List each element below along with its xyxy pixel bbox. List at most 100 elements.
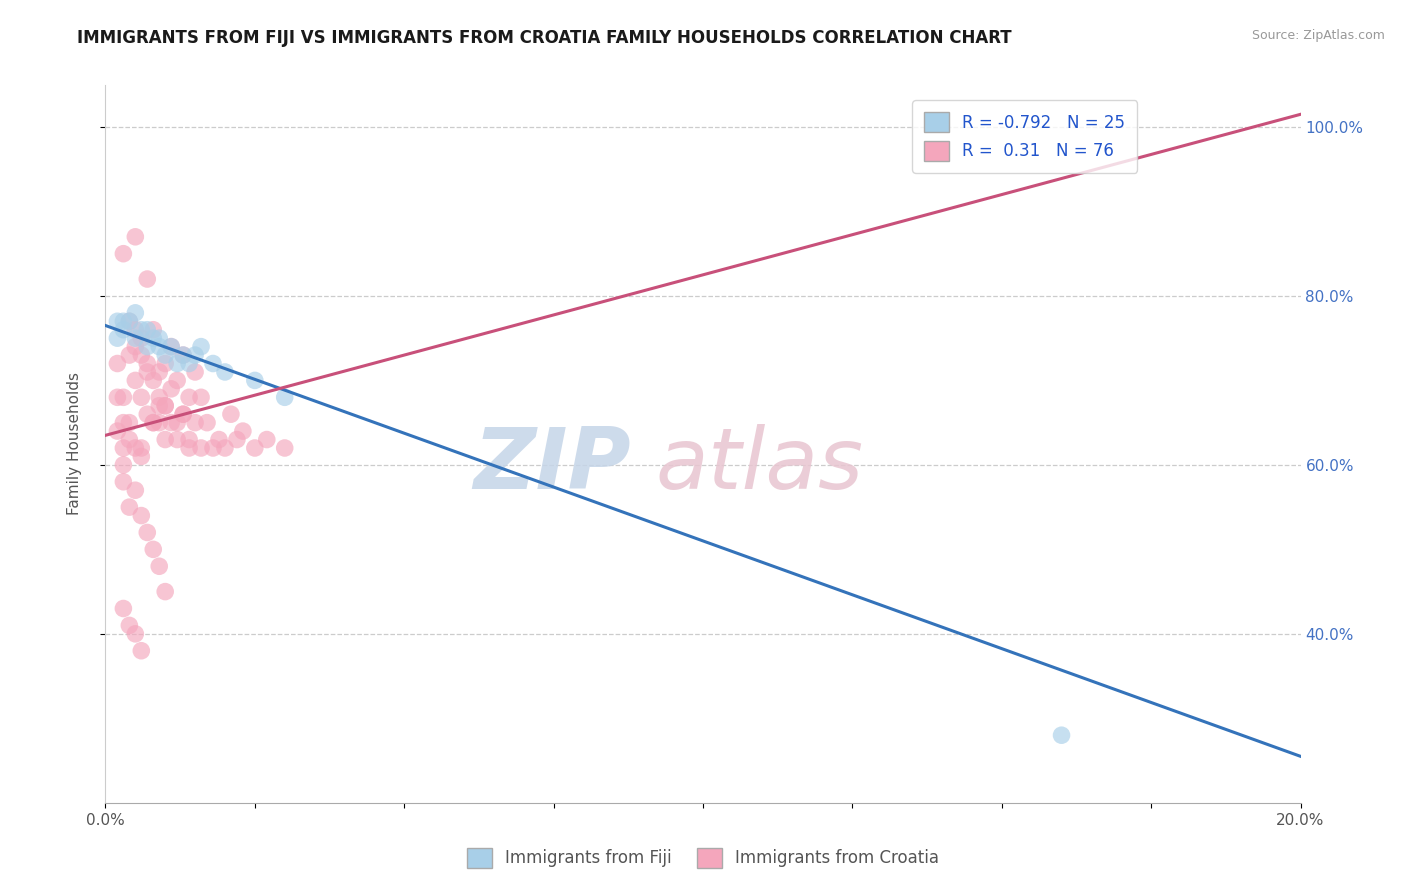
Point: [232, 424, 254, 438]
Point: [148, 365, 170, 379]
Point: [148, 390, 170, 404]
Point: [195, 416, 218, 430]
Point: [243, 441, 266, 455]
Point: [142, 542, 165, 557]
Point: [184, 348, 207, 362]
Point: [124, 483, 146, 498]
Point: [273, 441, 295, 455]
Point: [160, 340, 183, 354]
Point: [160, 416, 183, 430]
Point: [124, 340, 146, 354]
Point: [166, 416, 188, 430]
Point: [124, 331, 146, 345]
Point: [124, 441, 146, 455]
Point: [129, 323, 153, 337]
Point: [118, 416, 141, 430]
Point: [190, 441, 212, 455]
Point: [118, 500, 141, 515]
Point: [107, 314, 129, 328]
Point: [184, 416, 207, 430]
Point: [142, 331, 165, 345]
Point: [166, 433, 188, 447]
Point: [177, 441, 201, 455]
Point: [112, 475, 135, 489]
Point: [129, 348, 153, 362]
Point: [142, 373, 165, 387]
Point: [124, 229, 146, 244]
Point: [124, 373, 146, 387]
Point: [214, 365, 236, 379]
Point: [112, 246, 135, 260]
Point: [155, 584, 177, 599]
Point: [112, 323, 135, 337]
Text: atlas: atlas: [655, 424, 863, 507]
Point: [112, 314, 135, 328]
Point: [177, 390, 201, 404]
Point: [148, 416, 170, 430]
Point: [129, 390, 153, 404]
Point: [172, 348, 194, 362]
Point: [190, 340, 212, 354]
Point: [148, 340, 170, 354]
Point: [112, 390, 135, 404]
Point: [160, 382, 183, 396]
Point: [129, 331, 153, 345]
Point: [129, 508, 153, 523]
Point: [155, 399, 177, 413]
Point: [148, 399, 170, 413]
Point: [142, 323, 165, 337]
Point: [225, 433, 249, 447]
Point: [118, 618, 141, 632]
Point: [155, 357, 177, 371]
Point: [118, 314, 141, 328]
Point: [1050, 728, 1073, 742]
Point: [136, 525, 159, 540]
Point: [129, 441, 153, 455]
Point: [177, 357, 201, 371]
Point: [172, 407, 194, 421]
Point: [184, 365, 207, 379]
Point: [136, 323, 159, 337]
Point: [118, 314, 141, 328]
Point: [107, 390, 129, 404]
Point: [148, 559, 170, 574]
Point: [177, 433, 201, 447]
Point: [214, 441, 236, 455]
Point: [124, 627, 146, 641]
Point: [202, 357, 225, 371]
Point: [155, 433, 177, 447]
Point: [219, 407, 242, 421]
Point: [107, 424, 129, 438]
Y-axis label: Family Households: Family Households: [67, 372, 82, 516]
Point: [155, 399, 177, 413]
Point: [112, 458, 135, 472]
Point: [142, 416, 165, 430]
Point: [273, 390, 295, 404]
Text: ZIP: ZIP: [474, 424, 631, 507]
Point: [148, 331, 170, 345]
Point: [124, 323, 146, 337]
Point: [190, 390, 212, 404]
Point: [172, 348, 194, 362]
Point: [166, 357, 188, 371]
Point: [107, 357, 129, 371]
Point: [208, 433, 231, 447]
Point: [124, 306, 146, 320]
Point: [118, 348, 141, 362]
Point: [136, 365, 159, 379]
Point: [136, 272, 159, 286]
Point: [142, 416, 165, 430]
Point: [202, 441, 225, 455]
Point: [136, 407, 159, 421]
Point: [172, 407, 194, 421]
Point: [136, 340, 159, 354]
Point: [243, 373, 266, 387]
Point: [112, 441, 135, 455]
Point: [155, 348, 177, 362]
Point: [107, 331, 129, 345]
Point: [112, 601, 135, 615]
Point: [129, 450, 153, 464]
Legend: R = -0.792   N = 25, R =  0.31   N = 76: R = -0.792 N = 25, R = 0.31 N = 76: [912, 100, 1137, 172]
Point: [256, 433, 278, 447]
Text: IMMIGRANTS FROM FIJI VS IMMIGRANTS FROM CROATIA FAMILY HOUSEHOLDS CORRELATION CH: IMMIGRANTS FROM FIJI VS IMMIGRANTS FROM …: [77, 29, 1012, 47]
